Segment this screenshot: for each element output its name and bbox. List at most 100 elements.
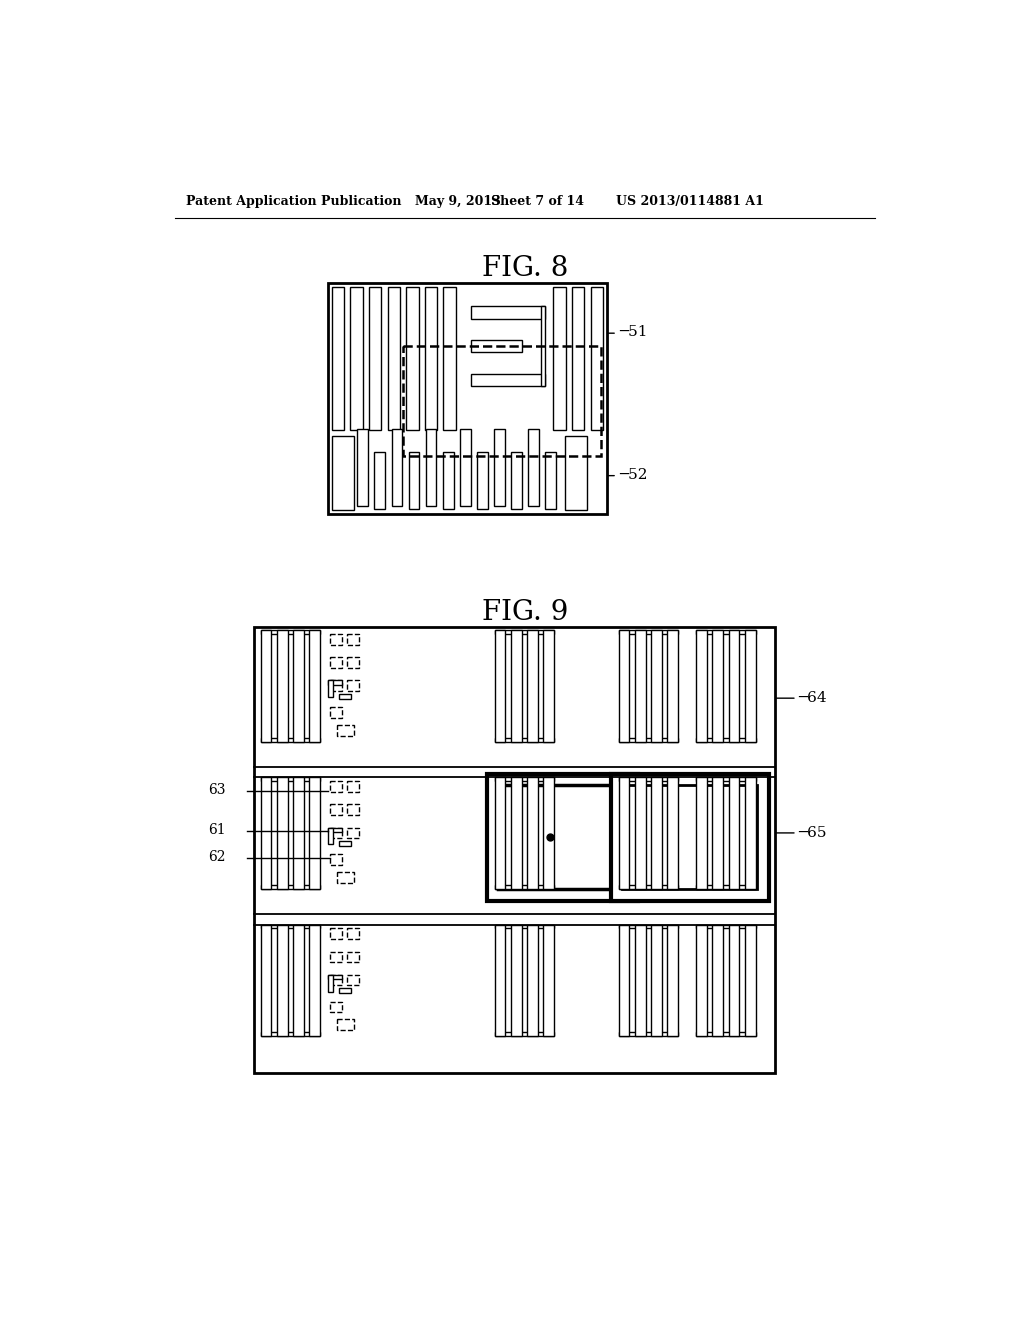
Bar (618, 924, 630, 1036)
Bar (511, 777, 521, 890)
Bar (696, 777, 707, 890)
Bar (309, 924, 321, 1036)
Bar (527, 924, 538, 1036)
Bar (337, 1019, 354, 1030)
Bar (346, 657, 359, 668)
Text: FIG. 9: FIG. 9 (481, 599, 568, 626)
Bar (332, 286, 344, 430)
Bar (339, 841, 351, 846)
Text: ─52: ─52 (620, 467, 648, 482)
Bar (471, 306, 545, 318)
Bar (651, 924, 662, 1036)
Bar (744, 924, 756, 1036)
Bar (545, 451, 556, 508)
Bar (499, 785, 627, 890)
Bar (744, 631, 756, 742)
Bar (618, 631, 678, 635)
Bar (357, 429, 369, 507)
Bar (276, 631, 288, 742)
Bar (346, 781, 359, 792)
Bar (696, 777, 756, 781)
Bar (407, 286, 419, 430)
Bar (330, 1002, 342, 1012)
Bar (511, 924, 521, 1036)
Bar (254, 627, 775, 1073)
Bar (623, 785, 758, 890)
Bar (330, 804, 342, 816)
Bar (635, 631, 646, 742)
Bar (293, 924, 304, 1036)
Bar (618, 1032, 678, 1036)
Bar (668, 631, 678, 742)
Bar (350, 286, 362, 430)
Bar (618, 777, 678, 781)
Bar (346, 828, 359, 838)
Bar (328, 974, 333, 991)
Bar (668, 777, 678, 890)
Bar (260, 924, 271, 1036)
Bar (696, 631, 707, 742)
Bar (330, 952, 342, 962)
Bar (565, 437, 587, 511)
Bar (696, 924, 756, 928)
Text: ─65: ─65 (799, 826, 826, 840)
Bar (611, 774, 769, 900)
Bar (260, 631, 321, 635)
Bar (713, 631, 723, 742)
Bar (494, 429, 505, 507)
Bar (591, 286, 603, 430)
Bar (495, 777, 506, 890)
Bar (309, 631, 321, 742)
Bar (729, 631, 739, 742)
Bar (346, 804, 359, 816)
Bar (744, 777, 756, 890)
Bar (618, 738, 678, 742)
Bar (442, 451, 454, 508)
Bar (346, 635, 359, 645)
Bar (330, 681, 342, 692)
Bar (328, 828, 333, 845)
Text: ─51: ─51 (620, 325, 648, 339)
Bar (332, 437, 353, 511)
Bar (346, 974, 359, 985)
Bar (572, 286, 585, 430)
Bar (618, 886, 678, 890)
Text: US 2013/0114881 A1: US 2013/0114881 A1 (616, 194, 764, 207)
Bar (696, 631, 756, 635)
Bar (471, 374, 545, 387)
Bar (369, 286, 381, 430)
Bar (713, 777, 723, 890)
Bar (276, 777, 288, 890)
Text: ─64: ─64 (799, 692, 827, 705)
Bar (425, 286, 437, 430)
Bar (495, 631, 506, 742)
Bar (511, 631, 521, 742)
Bar (260, 738, 321, 742)
Bar (346, 928, 359, 940)
Bar (618, 631, 630, 742)
Bar (527, 631, 538, 742)
Bar (309, 777, 321, 890)
Bar (375, 451, 385, 508)
Bar (541, 306, 545, 387)
Bar (330, 708, 342, 718)
Bar (495, 886, 554, 890)
Bar (388, 286, 400, 430)
Bar (544, 777, 554, 890)
Bar (544, 631, 554, 742)
Text: 63: 63 (208, 783, 225, 797)
Bar (471, 341, 521, 352)
Bar (696, 886, 756, 890)
Bar (426, 429, 436, 507)
Bar (330, 854, 342, 866)
Bar (635, 924, 646, 1036)
Bar (696, 738, 756, 742)
Bar (495, 777, 554, 781)
Bar (293, 631, 304, 742)
Text: FIG. 8: FIG. 8 (481, 255, 568, 281)
Bar (495, 1032, 554, 1036)
Bar (696, 1032, 756, 1036)
Bar (696, 924, 707, 1036)
Bar (276, 924, 288, 1036)
Text: 61: 61 (208, 824, 225, 837)
